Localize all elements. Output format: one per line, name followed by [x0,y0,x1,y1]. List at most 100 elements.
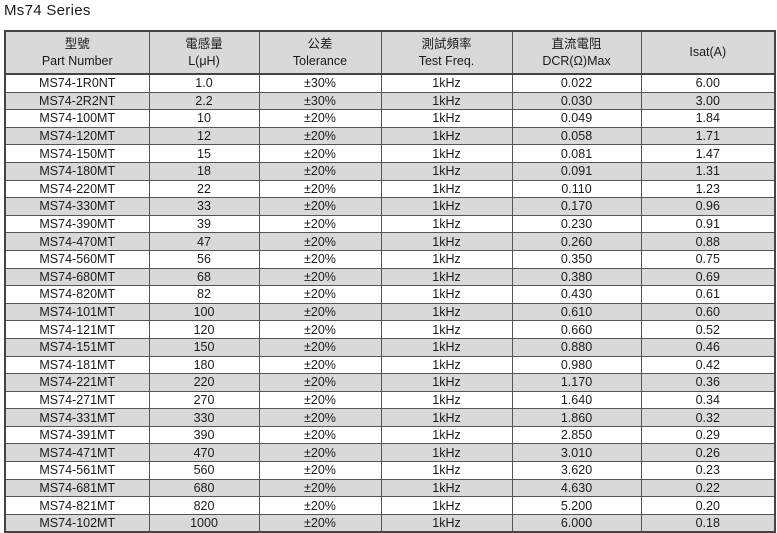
cell-part-number: MS74-820MT [4,285,150,304]
cell-dcr: 0.430 [511,285,642,304]
cell-dcr: 1.640 [511,390,642,410]
cell-inductance: 12 [148,126,260,146]
cell-test-freq: 1kHz [380,355,513,375]
cell-inductance: 1.0 [148,73,260,93]
cell-part-number: MS74-181MT [4,355,150,375]
cell-inductance: 120 [148,320,260,339]
table-row: MS74-331MT 330 ±20% 1kHz 1.860 0.32 [4,408,776,427]
cell-inductance: 18 [148,161,260,181]
header-isat: Isat(A) [640,30,776,75]
cell-part-number: MS74-151MT [4,337,150,357]
header-zh: 直流電阻 [551,36,602,51]
cell-inductance: 1000 [148,513,260,533]
cell-part-number: MS74-471MT [4,443,150,463]
cell-dcr: 0.350 [511,249,642,269]
cell-isat: 0.60 [640,302,776,322]
cell-inductance: 470 [148,443,260,463]
cell-dcr: 6.000 [511,513,642,533]
cell-inductance: 33 [148,197,260,216]
header-en: Tolerance [292,53,348,68]
cell-dcr: 0.110 [511,179,642,199]
cell-tolerance: ±20% [258,232,382,251]
cell-isat: 0.32 [640,408,776,427]
cell-isat: 0.22 [640,478,776,498]
cell-part-number: MS74-220MT [4,179,150,199]
table-row: MS74-2R2NT 2.2 ±30% 1kHz 0.030 3.00 [4,91,776,111]
cell-test-freq: 1kHz [380,267,513,287]
cell-part-number: MS74-271MT [4,390,150,410]
cell-part-number: MS74-1R0NT [4,73,150,93]
cell-test-freq: 1kHz [380,425,513,445]
cell-test-freq: 1kHz [380,91,513,111]
cell-dcr: 0.660 [511,320,642,339]
table-row: MS74-180MT 18 ±20% 1kHz 0.091 1.31 [4,161,776,181]
cell-dcr: 1.860 [511,408,642,427]
cell-isat: 0.69 [640,267,776,287]
table-row: MS74-220MT 22 ±20% 1kHz 0.110 1.23 [4,179,776,199]
header-inductance: 電感量 L(μH) [148,30,260,75]
table-row: MS74-330MT 33 ±20% 1kHz 0.170 0.96 [4,197,776,216]
header-en: Test Freq. [418,53,475,68]
cell-isat: 0.36 [640,373,776,392]
cell-isat: 1.23 [640,179,776,199]
table-row: MS74-151MT 150 ±20% 1kHz 0.880 0.46 [4,337,776,357]
header-en: Part Number [41,53,113,68]
cell-dcr: 0.030 [511,91,642,111]
cell-tolerance: ±20% [258,425,382,445]
table-row: MS74-101MT 100 ±20% 1kHz 0.610 0.60 [4,302,776,322]
table-row: MS74-390MT 39 ±20% 1kHz 0.230 0.91 [4,214,776,234]
cell-isat: 0.46 [640,337,776,357]
cell-test-freq: 1kHz [380,73,513,93]
cell-part-number: MS74-681MT [4,478,150,498]
cell-test-freq: 1kHz [380,249,513,269]
cell-test-freq: 1kHz [380,214,513,234]
cell-dcr: 5.200 [511,496,642,515]
cell-isat: 1.47 [640,144,776,163]
cell-part-number: MS74-2R2NT [4,91,150,111]
cell-tolerance: ±20% [258,285,382,304]
cell-isat: 0.42 [640,355,776,375]
cell-tolerance: ±20% [258,337,382,357]
cell-inductance: 330 [148,408,260,427]
cell-part-number: MS74-390MT [4,214,150,234]
cell-inductance: 47 [148,232,260,251]
page-title: Ms74 Series [4,2,91,19]
cell-test-freq: 1kHz [380,109,513,128]
cell-inductance: 820 [148,496,260,515]
cell-inductance: 270 [148,390,260,410]
table-row: MS74-561MT 560 ±20% 1kHz 3.620 0.23 [4,461,776,480]
cell-tolerance: ±20% [258,249,382,269]
cell-part-number: MS74-102MT [4,513,150,533]
cell-test-freq: 1kHz [380,496,513,515]
cell-tolerance: ±20% [258,461,382,480]
table-row: MS74-100MT 10 ±20% 1kHz 0.049 1.84 [4,109,776,128]
cell-isat: 0.88 [640,232,776,251]
cell-tolerance: ±20% [258,267,382,287]
cell-dcr: 2.850 [511,425,642,445]
cell-isat: 0.34 [640,390,776,410]
header-dcr: 直流電阻 DCR(Ω)Max [511,30,642,75]
cell-tolerance: ±20% [258,408,382,427]
cell-part-number: MS74-101MT [4,302,150,322]
cell-dcr: 0.260 [511,232,642,251]
table-row: MS74-181MT 180 ±20% 1kHz 0.980 0.42 [4,355,776,375]
table-row: MS74-470MT 47 ±20% 1kHz 0.260 0.88 [4,232,776,251]
cell-isat: 0.20 [640,496,776,515]
cell-dcr: 3.010 [511,443,642,463]
cell-part-number: MS74-561MT [4,461,150,480]
cell-inductance: 560 [148,461,260,480]
cell-isat: 0.96 [640,197,776,216]
cell-test-freq: 1kHz [380,461,513,480]
table-row: MS74-681MT 680 ±20% 1kHz 4.630 0.22 [4,478,776,498]
cell-test-freq: 1kHz [380,373,513,392]
cell-part-number: MS74-221MT [4,373,150,392]
table-row: MS74-121MT 120 ±20% 1kHz 0.660 0.52 [4,320,776,339]
table-row: MS74-1R0NT 1.0 ±30% 1kHz 0.022 6.00 [4,73,776,93]
cell-isat: 0.91 [640,214,776,234]
cell-isat: 0.29 [640,425,776,445]
cell-dcr: 4.630 [511,478,642,498]
cell-dcr: 0.170 [511,197,642,216]
cell-dcr: 0.081 [511,144,642,163]
cell-part-number: MS74-821MT [4,496,150,515]
cell-tolerance: ±20% [258,161,382,181]
